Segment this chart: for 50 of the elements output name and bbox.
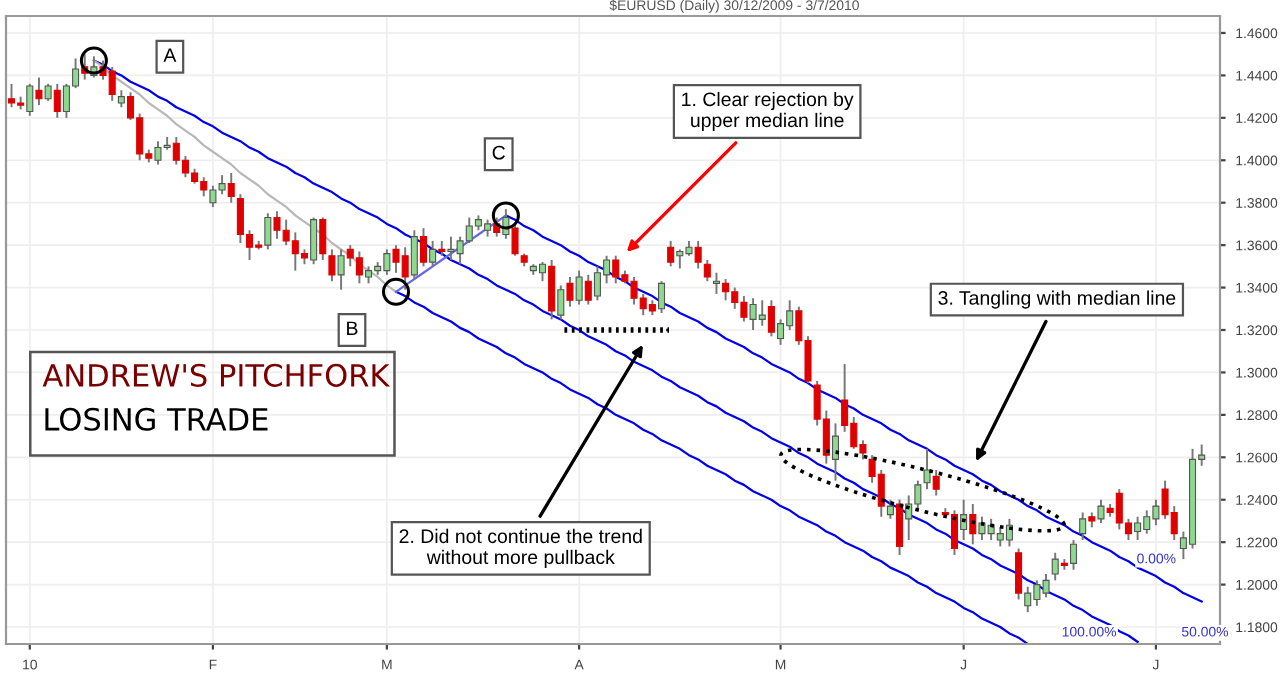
candlestick [227,172,235,204]
annotation: 2. Did not continue the trend without more pullback [399,528,642,568]
candlestick [310,216,318,266]
candlestick [767,299,775,338]
candlestick [575,269,583,306]
candlestick [1051,551,1059,582]
candlestick [667,239,675,268]
candlestick [831,422,840,482]
candlestick [1069,539,1078,571]
annotation: LOSING TRADE [45,407,268,431]
candlestick [1015,547,1023,601]
candlestick [694,239,702,270]
candlestick [26,82,34,117]
annotation: A [163,48,177,62]
candlestick [355,250,363,285]
candlestick [337,248,345,291]
candlestick [923,447,931,491]
candlestick [886,498,894,520]
candlestick [969,503,977,546]
candlestick [548,259,556,321]
candlestick [1079,511,1087,542]
candlestick [1097,498,1105,525]
candlestick [557,284,565,321]
annotation: 1. Clear rejection by upper median line [682,91,854,131]
annotation: B [347,321,358,336]
candlestick [264,212,272,251]
candlestick [703,259,711,283]
candlestick [777,318,785,346]
candlestick [1134,515,1142,542]
candlestick [419,227,428,268]
candlestick [950,509,959,556]
candlestick [319,216,327,261]
candlestick [429,239,437,268]
candlestick [932,469,940,497]
candlestick [896,498,904,556]
candlestick [538,261,547,283]
annotation: C [492,145,505,160]
candlestick [566,275,574,308]
candlestick [712,271,720,295]
candlestick [53,82,61,119]
candlestick [511,222,519,257]
candlestick [7,82,16,109]
annotation: ANDREW'S PITCHFORK [42,363,391,387]
annotation: 3. Tangling with median line [938,290,1176,309]
candlestick [584,273,592,306]
candlestick [328,248,336,283]
candlestick [410,229,418,281]
candlestick [657,280,666,314]
candlestick [722,278,730,302]
candlestick [35,76,43,107]
